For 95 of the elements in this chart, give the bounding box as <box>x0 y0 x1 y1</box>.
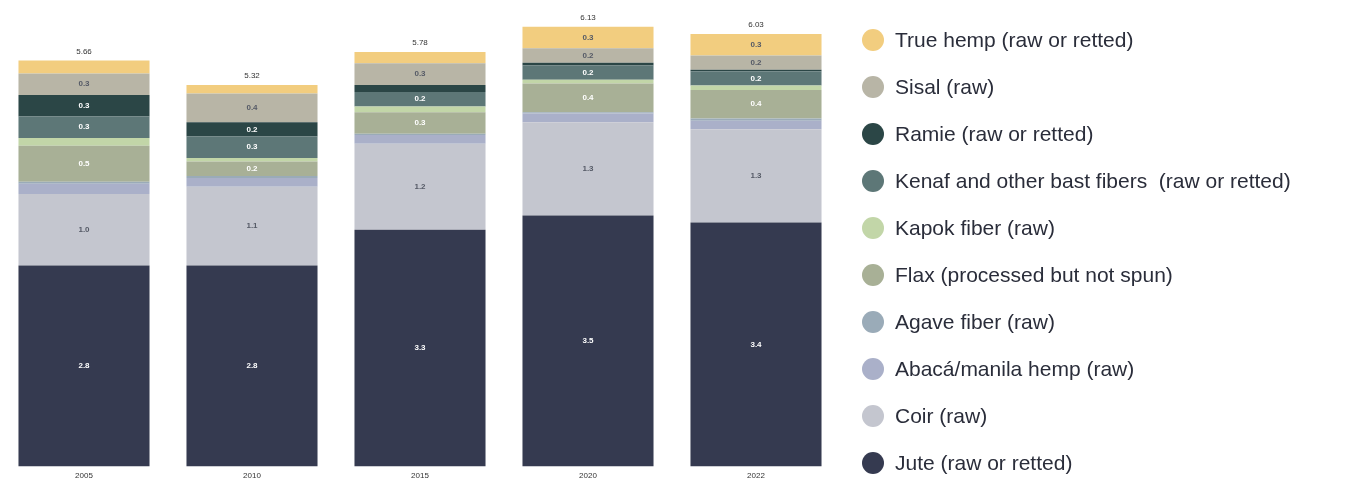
bar <box>18 145 150 182</box>
data-label: 0.3 <box>78 100 91 110</box>
bar <box>186 136 318 159</box>
data-label: 0.3 <box>414 118 427 128</box>
bar <box>18 181 150 184</box>
bar <box>186 186 318 266</box>
bar <box>186 93 318 123</box>
bar <box>690 33 822 56</box>
data-label: 3.4 <box>750 339 763 349</box>
x-tick-label: 2015 <box>411 471 430 481</box>
x-tick-label: 2020 <box>579 471 598 481</box>
data-label: 1.0 <box>78 224 91 234</box>
bar <box>186 265 318 467</box>
bar <box>690 71 822 86</box>
data-label: 0.3 <box>78 79 91 89</box>
bar <box>18 116 150 138</box>
bar <box>354 92 486 107</box>
data-label: 2.8 <box>246 361 259 371</box>
bar <box>522 26 654 49</box>
bar <box>18 94 150 117</box>
total-label: 6.13 <box>580 13 597 22</box>
bar <box>690 120 822 130</box>
total-label: 5.66 <box>76 46 93 56</box>
legend-label: Kenaf and other bast fibers (raw or retted) <box>895 168 1291 193</box>
data-label: 0.2 <box>750 73 763 83</box>
x-tick-label: 2022 <box>747 471 766 481</box>
bar <box>690 85 822 90</box>
bar <box>354 135 486 144</box>
bar <box>522 62 654 66</box>
bar <box>690 89 822 119</box>
bar <box>18 137 150 146</box>
bar <box>186 122 318 137</box>
bar <box>18 193 150 266</box>
bar <box>18 183 150 194</box>
legend-label: Abacá/manila hemp (raw) <box>895 356 1135 381</box>
bar <box>186 84 318 94</box>
bar <box>186 161 318 176</box>
bar <box>522 48 654 63</box>
bar <box>354 229 486 467</box>
data-label: 0.2 <box>582 67 595 77</box>
bar <box>522 65 654 80</box>
data-label: 0.3 <box>246 142 259 152</box>
bar <box>354 51 486 64</box>
data-label: 3.3 <box>414 343 427 353</box>
x-tick-label: 2010 <box>243 471 262 481</box>
data-label: 0.4 <box>246 103 259 113</box>
bar <box>690 222 822 467</box>
data-label: 0.2 <box>582 50 595 60</box>
bar <box>690 55 822 70</box>
data-label: 1.1 <box>246 221 259 231</box>
bar <box>354 63 486 85</box>
bar <box>186 158 318 162</box>
bar <box>186 178 318 187</box>
data-label: 0.3 <box>582 32 595 42</box>
bar <box>18 265 150 467</box>
bar <box>354 84 486 93</box>
data-label: 0.4 <box>582 92 595 102</box>
total-label: 6.03 <box>748 20 765 30</box>
legend-label: Coir (raw) <box>895 403 988 428</box>
data-label: 0.2 <box>750 57 763 67</box>
bar <box>690 129 822 223</box>
data-label: 1.3 <box>582 163 595 173</box>
data-label: 0.5 <box>78 158 91 168</box>
bar <box>522 122 654 216</box>
x-tick-label: 2005 <box>75 471 94 481</box>
total-label: 5.32 <box>244 71 261 81</box>
data-label: 0.4 <box>750 99 763 109</box>
bar <box>522 215 654 467</box>
bar <box>18 60 150 74</box>
bar <box>690 118 822 121</box>
bar <box>522 83 654 113</box>
legend-label: Agave fiber (raw) <box>895 309 1055 334</box>
data-label: 0.3 <box>78 122 91 132</box>
data-label: 0.2 <box>414 94 427 104</box>
legend-label: Sisal (raw) <box>895 74 995 99</box>
bar <box>354 112 486 134</box>
data-label: 3.5 <box>582 336 595 346</box>
data-label: 1.2 <box>414 181 427 191</box>
bar <box>18 73 150 95</box>
data-label: 0.2 <box>246 124 259 134</box>
bar <box>522 113 654 123</box>
data-label: 0.3 <box>414 69 427 79</box>
legend-label: Kapok fiber (raw) <box>895 215 1055 240</box>
data-label: 0.3 <box>750 39 763 49</box>
bar <box>354 143 486 230</box>
data-label: 1.3 <box>750 171 763 181</box>
bar <box>354 106 486 113</box>
legend-label: Jute (raw or retted) <box>895 450 1073 475</box>
bar <box>186 175 318 179</box>
legend-label: Flax (processed but not spun) <box>895 262 1173 287</box>
legend-label: Ramie (raw or retted) <box>895 121 1094 146</box>
data-label: 0.2 <box>246 163 259 173</box>
legend-label: True hemp (raw or retted) <box>895 27 1134 52</box>
data-label: 2.8 <box>78 361 91 371</box>
total-label: 5.78 <box>412 38 429 48</box>
